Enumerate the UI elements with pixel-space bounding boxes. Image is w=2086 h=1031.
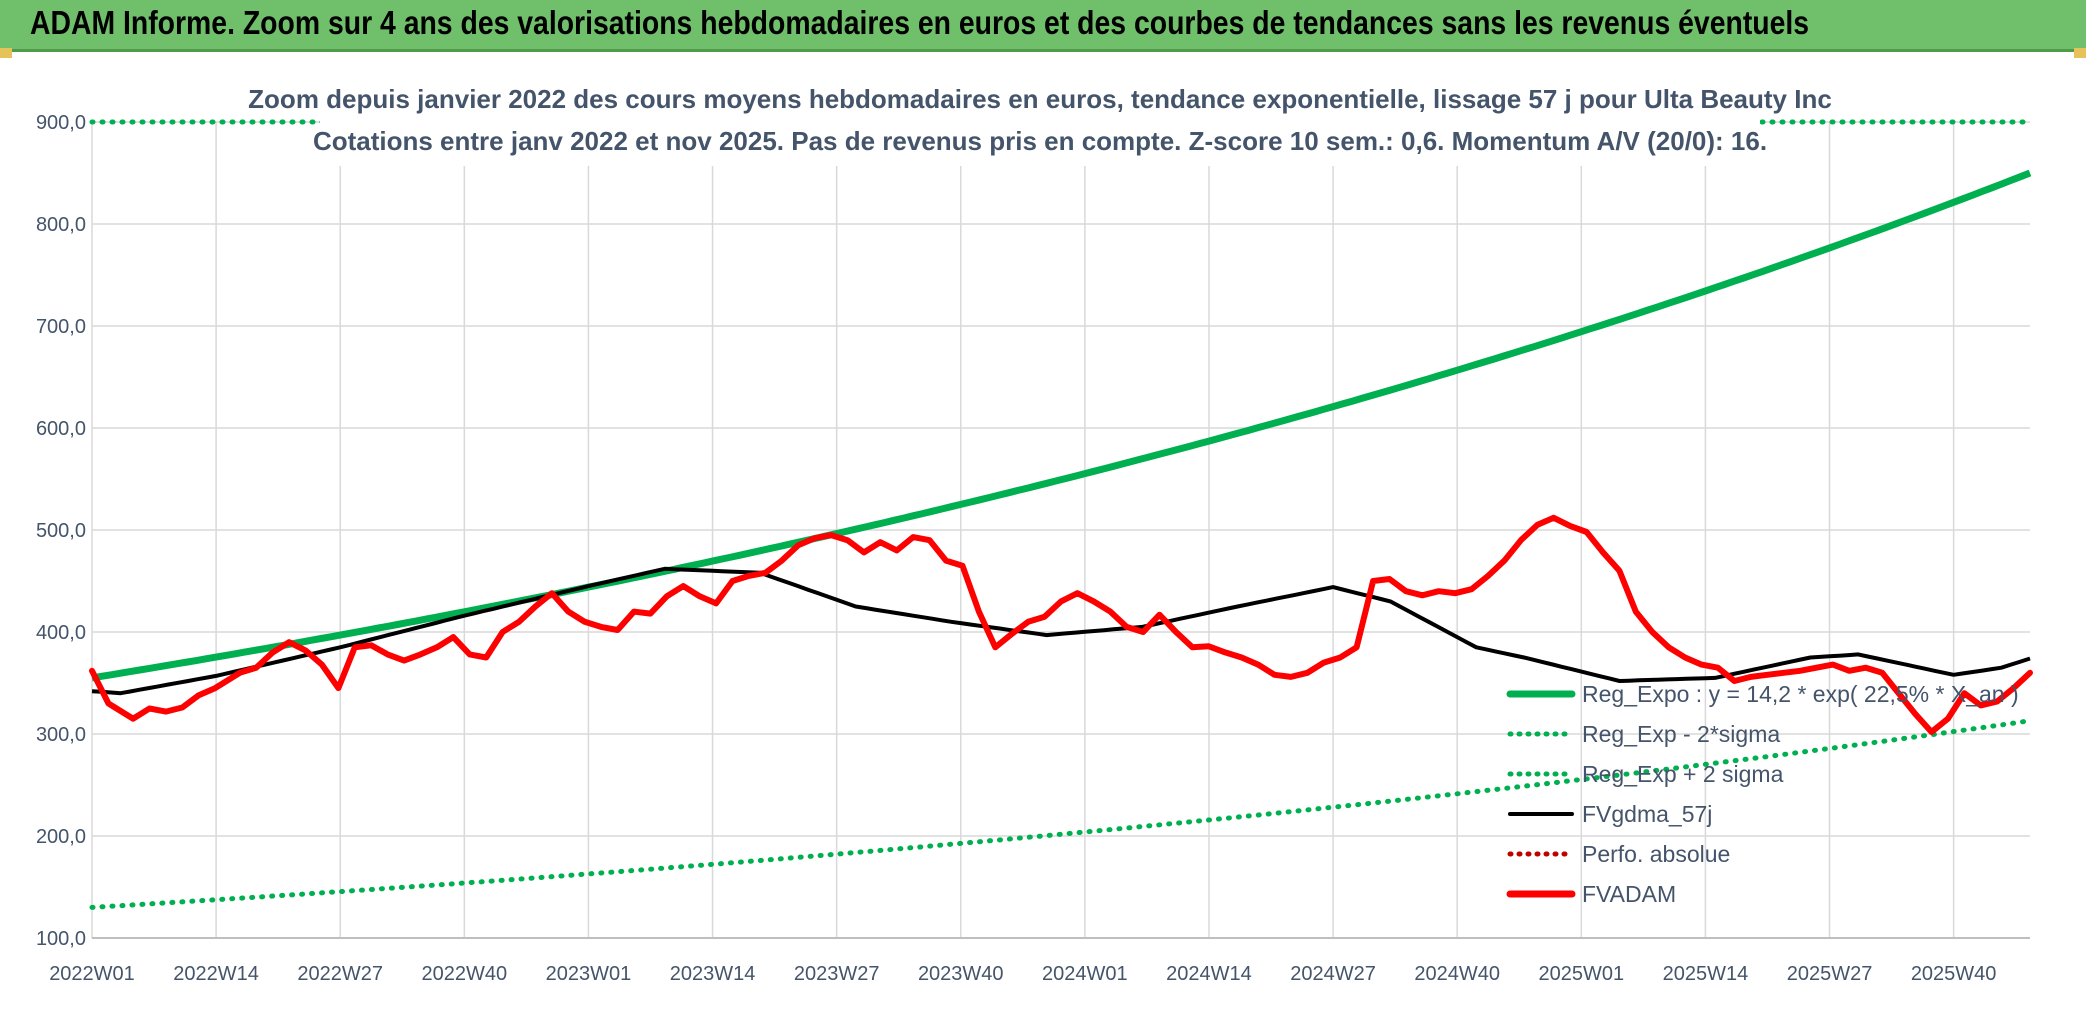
legend-label: Reg_Exp - 2*sigma [1582, 721, 1780, 747]
y-tick-label: 700,0 [36, 316, 86, 338]
x-tick-label: 2022W40 [422, 963, 508, 985]
legend-reg-expo: Reg_Expo : y = 14,2 * exp( 22,5% * X_an … [1506, 681, 2019, 707]
x-tick-label: 2025W40 [1911, 963, 1997, 985]
legend-fvgdma: FVgdma_57j [1508, 801, 1712, 827]
y-tick-label: 100,0 [36, 928, 86, 950]
series-fvadam [89, 514, 2033, 735]
x-tick-label: 2024W27 [1290, 963, 1376, 985]
x-tick-label: 2024W01 [1042, 963, 1128, 985]
chart-subtitle: Cotations entre janv 2022 et nov 2025. P… [313, 126, 1767, 156]
legend-label: Reg_Exp + 2 sigma [1582, 761, 1784, 787]
corner-accent-left [0, 48, 12, 58]
grid-lines [91, 121, 2030, 939]
y-tick-label: 300,0 [36, 724, 86, 746]
legend-label: FVgdma_57j [1582, 801, 1712, 827]
x-tick-label: 2023W27 [794, 963, 880, 985]
x-tick-label: 2022W14 [173, 963, 259, 985]
legend-label: Reg_Expo : y = 14,2 * exp( 22,5% * X_an … [1582, 681, 2019, 707]
chart-title: Zoom depuis janvier 2022 des cours moyen… [248, 84, 1832, 114]
y-tick-label: 200,0 [36, 826, 86, 848]
legend-perfo-absolue: Perfo. absolue [1507, 841, 1730, 867]
legend-reg-exp-plus: Reg_Exp + 2 sigma [1507, 761, 1784, 787]
series-reg-expo [91, 169, 2032, 682]
x-tick-label: 2025W27 [1787, 963, 1873, 985]
x-tick-label: 2024W14 [1166, 963, 1252, 985]
y-tick-label: 900,0 [36, 112, 86, 134]
chart-legend: Reg_Expo : y = 14,2 * exp( 22,5% * X_an … [1506, 681, 2019, 907]
y-tick-label: 500,0 [36, 520, 86, 542]
legend-reg-exp-minus: Reg_Exp - 2*sigma [1507, 721, 1780, 747]
legend-fvadam: FVADAM [1506, 881, 1676, 907]
series-layer [89, 119, 2033, 910]
x-tick-label: 2023W01 [546, 963, 632, 985]
x-tick-label: 2025W14 [1663, 963, 1749, 985]
chart-titles: Zoom depuis janvier 2022 des cours moyen… [248, 78, 1832, 166]
series-fvgdma-57j [91, 566, 2031, 696]
legend-label: FVADAM [1582, 881, 1676, 907]
x-tick-label: 2022W27 [297, 963, 383, 985]
y-axis-ticks: 100,0 200,0 300,0 400,0 500,0 600,0 700,0 800,0… [36, 112, 86, 950]
header-banner: ADAM Informe. Zoom sur 4 ans des valoris… [0, 0, 2086, 52]
x-tick-label: 2025W01 [1538, 963, 1624, 985]
x-tick-label: 2024W40 [1414, 963, 1500, 985]
title-background [320, 78, 1760, 166]
corner-accent-right [2074, 48, 2086, 58]
y-tick-label: 800,0 [36, 214, 86, 236]
series-reg-exp-minus-2sigma [89, 718, 2033, 910]
banner-title: ADAM Informe. Zoom sur 4 ans des valoris… [30, 4, 1810, 41]
x-axis-ticks: 2022W01 2022W14 2022W27 2022W40 2023W01 2023W… [49, 963, 1996, 985]
x-tick-label: 2023W40 [918, 963, 1004, 985]
y-tick-label: 400,0 [36, 622, 86, 644]
x-tick-label: 2023W14 [670, 963, 756, 985]
y-tick-label: 600,0 [36, 418, 86, 440]
x-tick-label: 2022W01 [49, 963, 135, 985]
legend-label: Perfo. absolue [1582, 841, 1730, 867]
